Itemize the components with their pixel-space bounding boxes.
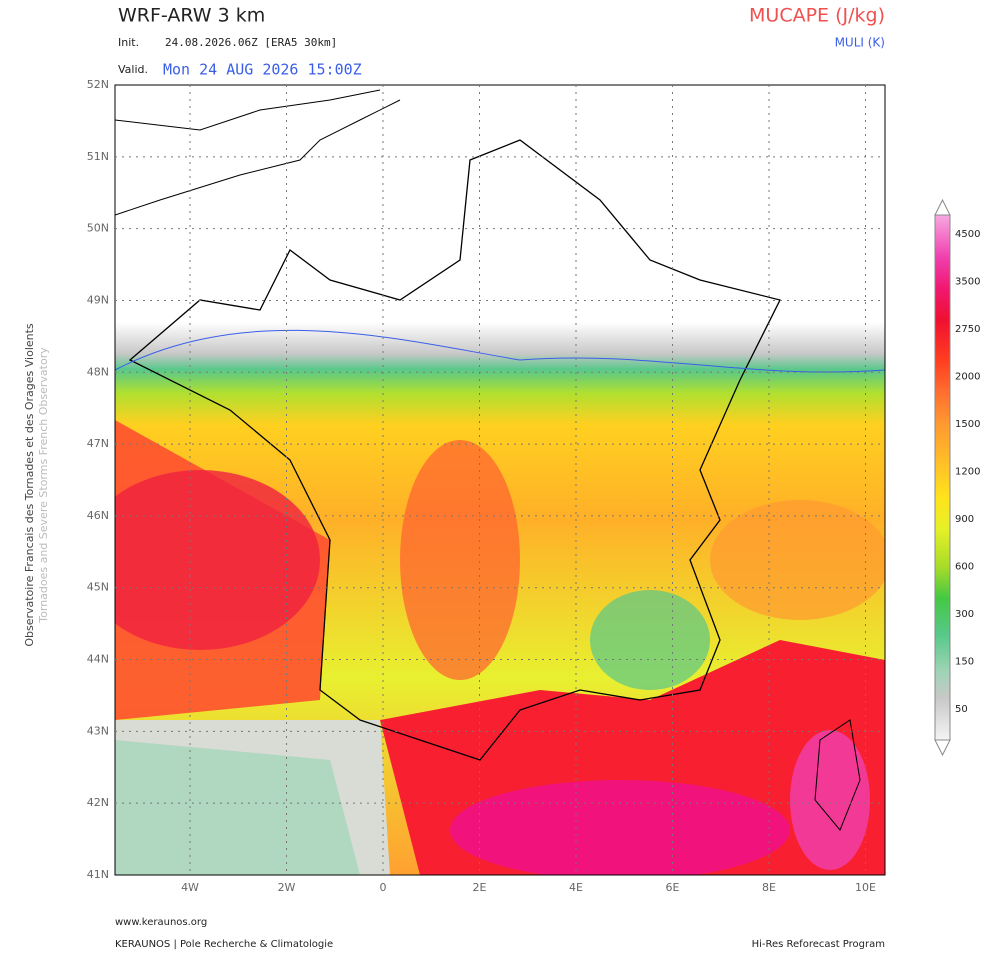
lat-label: 42N [87,796,109,809]
lat-label: 46N [87,509,109,522]
graticule: 52N 51N 50N 49N 48N 47N 46N 45N 44N 43N 42N 41N 4W 2W… [87,78,885,894]
lon-label: 0 [380,881,387,894]
side-text: Tornadoes and Severe Storms French Obser… [37,347,50,624]
lon-label: 6E [666,881,680,894]
colorbar-label: 2750 [955,324,980,335]
lon-label: 4W [181,881,199,894]
colorbar-ends [934,198,951,757]
lon-label: 8E [762,881,776,894]
field-title: MUCAPE (J/kg) [749,5,885,27]
lat-label: 51N [87,150,109,163]
colorbar-label: 600 [955,562,974,573]
colorbar-label: 2000 [955,372,980,383]
side-text: Observatoire Francais des Tornades et de… [23,323,36,647]
colorbar-label: 4500 [955,229,980,240]
map-frame [114,84,886,876]
colorbar-label: 900 [955,514,974,525]
footer-right: Hi-Res Reforecast Program [752,939,885,950]
lat-label: 44N [87,653,109,666]
lon-label: 2W [278,881,296,894]
map-field [115,85,885,875]
lat-label: 49N [87,293,109,306]
lat-label: 41N [87,868,109,881]
lat-label: 50N [87,222,109,235]
footer-url: www.keraunos.org [115,917,207,928]
lat-label: 43N [87,724,109,737]
valid-value: Mon 24 AUG 2026 15:00Z [163,61,362,79]
colorbar [934,214,951,741]
lat-label: 52N [87,78,109,91]
init-value: 24.08.2026.06Z [ERA5 30km] [165,36,337,49]
model-title: WRF-ARW 3 km [118,5,265,27]
colorbar-label: 3500 [955,277,980,288]
colorbar-label: 1200 [955,467,980,478]
valid-label: Valid. [118,63,148,76]
colorbar-labels: 4500 3500 2750 2000 1500 1200 900 600 300 150 50 [955,229,980,715]
lon-label: 10E [855,881,876,894]
init-label: Init. [118,36,139,49]
lat-label: 48N [87,365,109,378]
colorbar-label: 150 [955,657,974,668]
lon-label: 2E [473,881,487,894]
colorbar-label: 300 [955,609,974,620]
colorbar-label: 50 [955,704,968,715]
colorbar-label: 1500 [955,419,980,430]
lat-label: 45N [87,581,109,594]
lon-label: 4E [569,881,583,894]
contour-title: MULI (K) [835,36,885,50]
footer-left: KERAUNOS | Pole Recherche & Climatologie [115,939,333,950]
lat-label: 47N [87,437,109,450]
